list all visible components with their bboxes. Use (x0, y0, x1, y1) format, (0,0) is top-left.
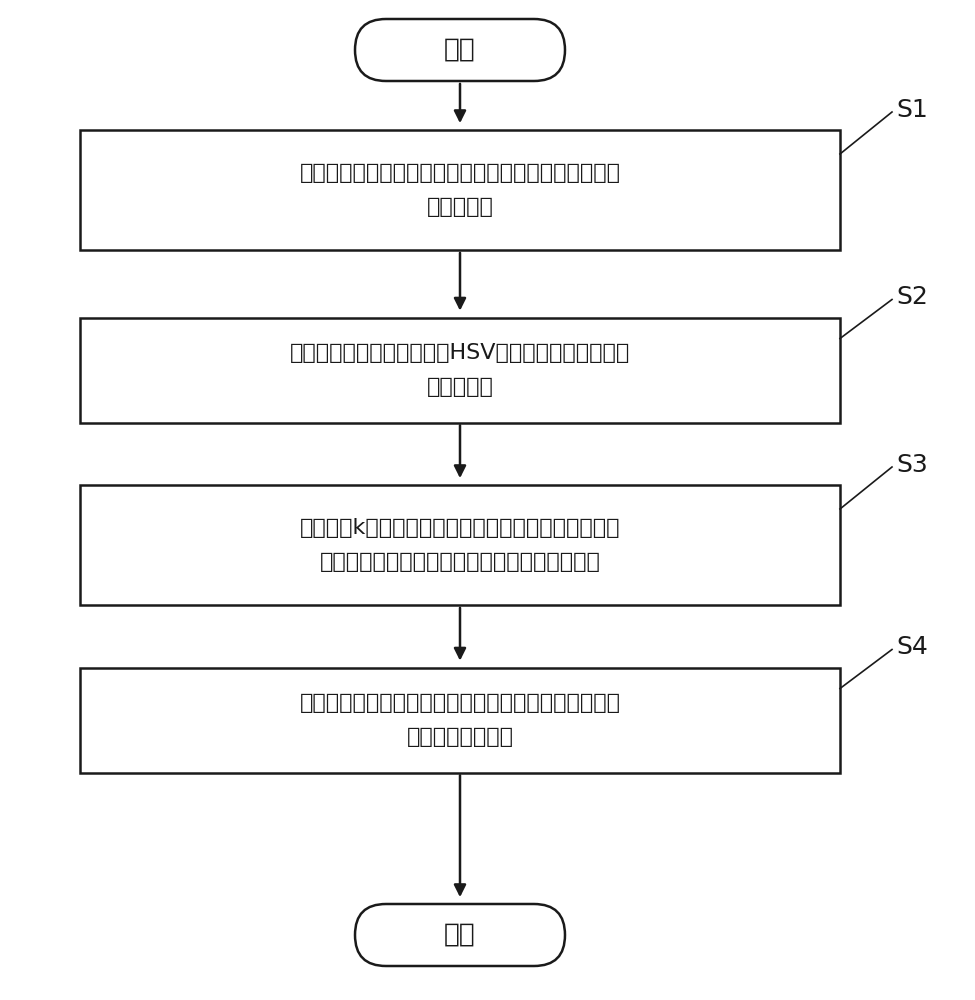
Text: 开始: 开始 (445, 37, 476, 63)
FancyBboxPatch shape (355, 904, 565, 966)
FancyBboxPatch shape (355, 19, 565, 81)
Bar (80, 485, 840, 605)
Text: S2: S2 (896, 286, 928, 310)
Text: 结束: 结束 (445, 922, 476, 948)
Text: S3: S3 (896, 453, 928, 477)
Text: S4: S4 (896, 636, 928, 660)
Bar (80, 130, 840, 250)
Text: 采集岩体点云数据，并计算点云数据的法向量，得到初
级处理点云: 采集岩体点云数据，并计算点云数据的法向量，得到初 级处理点云 (299, 163, 620, 217)
Text: 沿法向量的方向对点云进行HSV颜色空间着色，得到次
级处理点云: 沿法向量的方向对点云进行HSV颜色空间着色，得到次 级处理点云 (290, 343, 630, 397)
Bar (80, 318, 840, 422)
Bar (80, 668, 840, 772)
Text: 采用球面k均値聚类算法对得到次级处理点云进行聚类
分组，获取聚类平面，得到岩体结构面识别结果: 采用球面k均値聚类算法对得到次级处理点云进行聚类 分组，获取聚类平面，得到岩体结… (299, 518, 620, 572)
Text: 对岩体结构面进行产状、间距和延展性信息提取，得到
岩体结构面的信息: 对岩体结构面进行产状、间距和延展性信息提取，得到 岩体结构面的信息 (299, 693, 620, 747)
Text: S1: S1 (896, 98, 928, 122)
